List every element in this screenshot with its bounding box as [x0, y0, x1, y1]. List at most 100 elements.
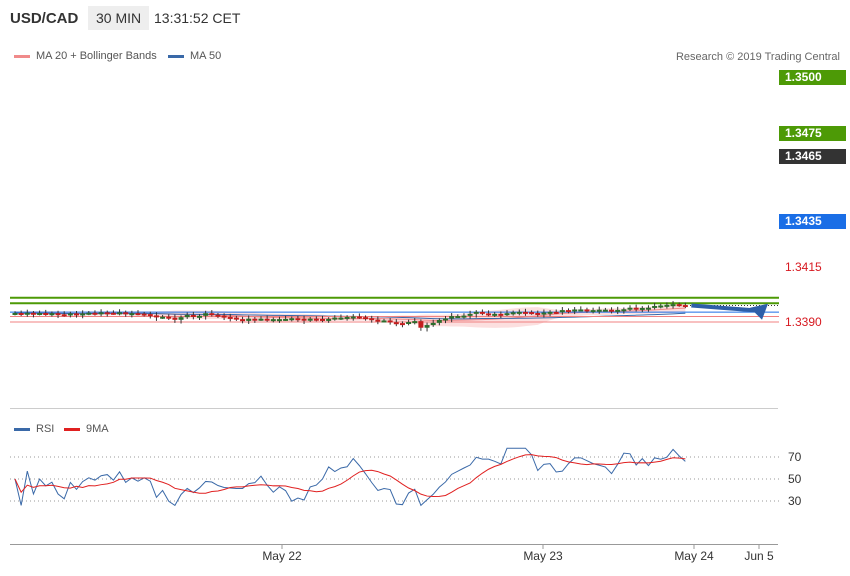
candle-body — [615, 309, 621, 312]
candle-body — [658, 305, 664, 308]
candle — [289, 316, 295, 322]
candle-body — [381, 320, 387, 323]
legend-ma20: MA 20 + Bollinger Bands — [14, 50, 157, 62]
candle — [117, 309, 123, 316]
candle — [301, 315, 307, 324]
candle-body — [639, 307, 645, 310]
candle — [55, 310, 61, 319]
candle — [559, 307, 565, 315]
candle — [399, 321, 405, 328]
legend-ma20-label: MA 20 + Bollinger Bands — [36, 50, 157, 62]
candle-body — [461, 315, 467, 318]
candle-body — [553, 311, 559, 314]
candle-body — [602, 309, 608, 312]
candle-body — [522, 311, 528, 314]
candle-body — [92, 312, 98, 315]
candle — [190, 311, 196, 320]
candle-body — [289, 318, 295, 321]
level-label-pivot: 1.3435 — [779, 214, 846, 229]
candle-body — [141, 313, 147, 316]
candle-body — [682, 305, 688, 308]
candle — [375, 316, 381, 325]
candle-body — [240, 319, 246, 322]
candle — [264, 315, 270, 322]
candle — [670, 301, 676, 309]
candle-body — [387, 320, 393, 323]
candle — [252, 316, 258, 323]
candle — [110, 310, 116, 315]
candle — [92, 310, 98, 316]
candle-body — [233, 317, 239, 320]
legend-ma50-label: MA 50 — [190, 50, 222, 62]
candle — [326, 317, 332, 323]
arrow-shaft — [691, 303, 761, 313]
candle-body — [436, 320, 442, 323]
candle — [166, 314, 172, 321]
candle — [504, 310, 510, 317]
candle-body — [455, 316, 461, 319]
candle — [18, 310, 24, 317]
candle-body — [301, 318, 307, 321]
candle-body — [270, 319, 276, 322]
candle-body — [227, 316, 233, 319]
candle-body — [645, 307, 651, 310]
candle — [61, 311, 67, 317]
candle-body — [117, 312, 123, 315]
candle-body — [209, 313, 215, 316]
candle — [276, 316, 282, 323]
x-axis: May 22 May 23 May 24 Jun 5 — [262, 544, 774, 563]
level-label-current: 1.3465 — [779, 149, 846, 164]
candle — [633, 304, 639, 312]
candle — [676, 302, 682, 307]
candle-body — [676, 304, 682, 307]
candle-body — [547, 311, 553, 314]
candle — [412, 318, 418, 325]
candle-body — [559, 310, 565, 313]
candle — [295, 315, 301, 322]
candle — [320, 315, 325, 323]
candle — [486, 310, 492, 317]
currency-pair: USD/CAD — [10, 10, 79, 27]
candle — [270, 317, 276, 323]
x-axis-line — [10, 544, 778, 545]
candle-body — [221, 315, 227, 318]
candle — [621, 307, 627, 314]
candle — [67, 311, 73, 318]
candle — [443, 316, 448, 324]
candle — [178, 315, 184, 324]
candle-body — [55, 313, 61, 316]
candle — [240, 316, 246, 324]
candle-body — [393, 322, 399, 325]
candle-body — [135, 313, 141, 316]
ma20-swatch — [14, 54, 30, 58]
rsi-tick-label: 70 — [788, 450, 802, 464]
candle-body — [424, 325, 430, 328]
candle — [313, 316, 319, 322]
candle — [49, 311, 55, 317]
candle — [369, 315, 375, 323]
x-tick-label: Jun 5 — [744, 549, 774, 563]
candle-body — [443, 318, 448, 321]
9ma-swatch — [64, 427, 80, 431]
candle-body — [129, 313, 135, 316]
x-tick-label: May 22 — [262, 549, 302, 563]
candle-body — [197, 315, 202, 318]
candle-body — [369, 318, 375, 321]
candle-body — [24, 312, 30, 315]
candle — [344, 315, 350, 321]
candle — [24, 309, 30, 317]
candle — [652, 302, 658, 310]
candle — [393, 319, 399, 327]
candle-body — [572, 309, 578, 312]
candle-body — [479, 311, 485, 314]
candle-body — [578, 309, 584, 312]
rsi-panel: 70 50 30 — [10, 447, 802, 508]
candle-body — [313, 318, 319, 321]
timestamp: 13:31:52 CET — [154, 10, 241, 26]
timeframe-badge[interactable]: 30 MIN — [88, 6, 150, 30]
candle — [184, 312, 190, 319]
candle — [627, 305, 633, 311]
candle — [682, 302, 688, 309]
candle-body — [166, 316, 172, 319]
panel-divider — [10, 408, 778, 409]
